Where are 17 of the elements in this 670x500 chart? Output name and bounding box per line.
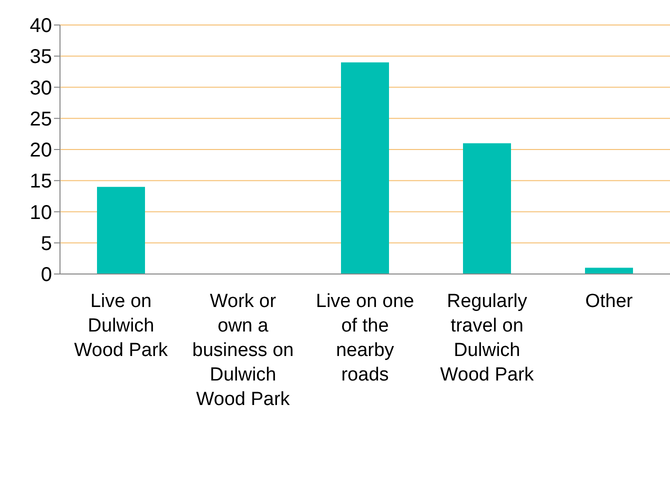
bar — [463, 143, 511, 274]
bar — [97, 186, 145, 274]
y-tick-label: 20 — [30, 140, 52, 162]
y-tick-label: 40 — [30, 15, 52, 38]
y-tick-label: 0 — [40, 264, 52, 286]
bar — [341, 62, 389, 274]
y-tick-label: 5 — [40, 232, 52, 255]
x-tick-label: Other — [585, 291, 634, 312]
y-tick-label: 10 — [30, 202, 52, 224]
x-tick-label: Work or own a business on Dulwich Wood Park — [192, 291, 294, 410]
x-tick-label: Live on Dulwich Wood Park — [74, 291, 168, 362]
x-tick-label: Regularly travel on Dulwich Wood Park — [440, 291, 534, 386]
y-tick-label: 35 — [30, 46, 52, 68]
y-tick-label: 15 — [30, 170, 52, 193]
x-tick-label: Live on one of the nearby roads — [316, 291, 414, 386]
y-tick-label: 25 — [30, 108, 52, 130]
y-tick-label: 30 — [30, 77, 52, 100]
